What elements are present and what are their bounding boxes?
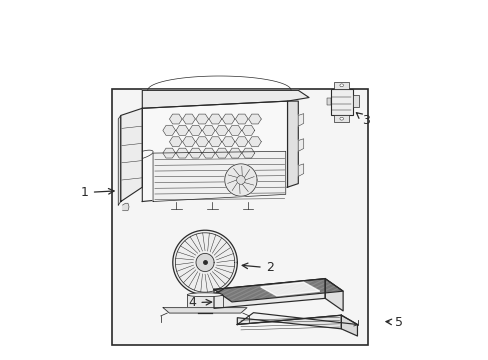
Polygon shape [260, 282, 319, 296]
Polygon shape [228, 126, 241, 135]
Polygon shape [196, 137, 208, 147]
Polygon shape [248, 114, 261, 124]
Polygon shape [298, 164, 303, 176]
Text: 1: 1 [81, 186, 114, 199]
Polygon shape [122, 203, 129, 211]
Polygon shape [237, 313, 357, 324]
Polygon shape [298, 114, 303, 126]
Polygon shape [222, 114, 234, 124]
Polygon shape [235, 137, 247, 147]
Polygon shape [215, 148, 228, 158]
Bar [187, 295, 223, 308]
Polygon shape [242, 126, 254, 135]
Polygon shape [169, 137, 182, 147]
Polygon shape [298, 139, 303, 151]
Text: 4: 4 [188, 296, 211, 309]
Text: 3: 3 [356, 113, 369, 127]
Bar [330, 89, 352, 116]
Ellipse shape [339, 84, 343, 87]
Polygon shape [237, 315, 341, 329]
Bar [112, 89, 367, 345]
Polygon shape [325, 279, 343, 311]
Polygon shape [224, 164, 257, 196]
Polygon shape [235, 114, 247, 124]
Polygon shape [172, 230, 237, 295]
Text: 5: 5 [385, 316, 402, 329]
Polygon shape [153, 151, 285, 202]
Polygon shape [142, 90, 308, 108]
Bar [333, 116, 349, 122]
Polygon shape [163, 148, 175, 158]
Polygon shape [341, 315, 357, 336]
Polygon shape [228, 148, 241, 158]
Polygon shape [163, 126, 175, 135]
Polygon shape [214, 279, 343, 302]
Polygon shape [176, 148, 188, 158]
Polygon shape [215, 126, 228, 135]
Polygon shape [163, 308, 246, 313]
Polygon shape [183, 114, 195, 124]
Polygon shape [248, 137, 261, 147]
Ellipse shape [187, 293, 223, 297]
Polygon shape [142, 101, 287, 202]
Polygon shape [287, 101, 298, 187]
Polygon shape [121, 108, 142, 202]
Polygon shape [214, 279, 325, 309]
Polygon shape [242, 148, 254, 158]
Polygon shape [169, 114, 182, 124]
Polygon shape [176, 126, 188, 135]
Bar [352, 95, 359, 107]
Polygon shape [183, 137, 195, 147]
Circle shape [236, 176, 244, 184]
Polygon shape [196, 253, 214, 271]
Polygon shape [222, 137, 234, 147]
Bar [333, 82, 349, 89]
Text: 2: 2 [242, 261, 273, 274]
Ellipse shape [339, 117, 343, 120]
Polygon shape [202, 148, 215, 158]
Bar [326, 98, 330, 105]
Polygon shape [118, 116, 121, 205]
Polygon shape [189, 148, 202, 158]
Polygon shape [196, 114, 208, 124]
Polygon shape [189, 126, 202, 135]
Polygon shape [209, 114, 221, 124]
Polygon shape [202, 126, 215, 135]
Polygon shape [209, 137, 221, 147]
